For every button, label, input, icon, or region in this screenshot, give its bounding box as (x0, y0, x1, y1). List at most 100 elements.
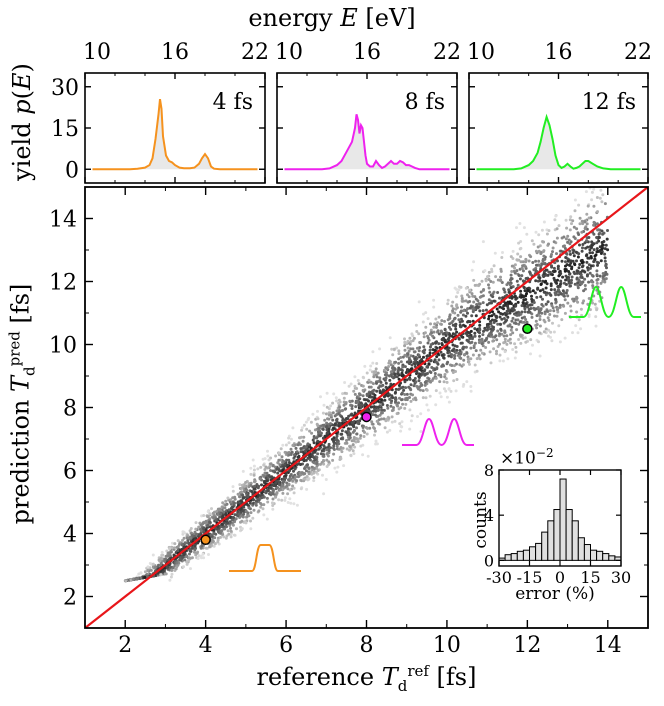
scatter-point (212, 544, 216, 548)
scatter-point (269, 462, 273, 466)
scatter-point (233, 495, 237, 499)
scatter-point (181, 538, 184, 542)
scatter-point (499, 322, 503, 326)
scatter-point (550, 339, 554, 343)
scatter-point (453, 311, 457, 315)
scatter-point (542, 254, 546, 258)
scatter-point (261, 507, 265, 511)
scatter-point (369, 364, 373, 368)
scatter-point (574, 250, 578, 254)
scatter-point (283, 464, 287, 468)
scatter-point (327, 407, 331, 411)
scatter-point (604, 243, 608, 247)
scatter-point (549, 288, 553, 292)
scatter-point (329, 422, 332, 426)
scatter-point (520, 310, 524, 314)
scatter-point (378, 391, 382, 395)
scatter-point (374, 409, 378, 413)
scatter-point (592, 248, 596, 252)
scatter-point (307, 445, 311, 449)
scatter-point (287, 441, 291, 445)
scatter-point (532, 301, 536, 304)
scatter-point (545, 309, 549, 313)
scatter-point (403, 393, 407, 396)
scatter-point (394, 387, 398, 391)
scatter-point (536, 286, 540, 290)
scatter-point (397, 401, 400, 405)
scatter-point (439, 322, 442, 326)
scatter-point (253, 484, 257, 488)
scatter-point (343, 418, 347, 422)
scatter-point (572, 225, 576, 229)
scatter-point (311, 412, 315, 416)
scatter-point (190, 556, 194, 560)
scatter-point (196, 541, 200, 545)
scatter-point (501, 251, 504, 254)
scatter-point (575, 276, 579, 280)
scatter-point (516, 300, 520, 304)
scatter-point (393, 372, 397, 376)
scatter-point (417, 374, 421, 378)
scatter-point (517, 241, 521, 245)
scatter-point (586, 268, 590, 272)
scatter-point (375, 442, 379, 446)
scatter-point (182, 536, 186, 540)
scatter-point (556, 310, 560, 314)
scatter-point (252, 487, 256, 491)
scatter-point (187, 558, 191, 562)
inset-x-axis-title: error (%) (515, 584, 595, 604)
scatter-point (371, 422, 375, 426)
scatter-point (277, 498, 281, 502)
scatter-point (522, 295, 526, 299)
scatter-point (348, 445, 352, 449)
scatter-point (513, 263, 517, 267)
scatter-point (552, 266, 556, 270)
scatter-point (603, 256, 607, 260)
scatter-point (347, 384, 351, 388)
scatter-point (561, 275, 565, 279)
scatter-point (409, 388, 413, 392)
scatter-point (550, 304, 554, 308)
scatter-point (447, 336, 451, 340)
scatter-point (510, 307, 514, 311)
scatter-point (355, 396, 359, 400)
scatter-point (603, 259, 607, 263)
scatter-point (356, 379, 360, 382)
scatter-point (418, 388, 422, 392)
scatter-point (492, 325, 495, 329)
scatter-point (236, 501, 240, 505)
scatter-point (567, 277, 571, 281)
scatter-point (508, 337, 512, 341)
scatter-point (321, 411, 325, 415)
scatter-point (483, 339, 487, 343)
scatter-point (519, 289, 523, 293)
scatter-point (159, 573, 163, 577)
scatter-point (514, 322, 518, 325)
scatter-point (587, 236, 591, 239)
scatter-point (601, 274, 605, 278)
scatter-point (452, 317, 456, 321)
scatter-point (493, 318, 497, 322)
scatter-point (526, 289, 530, 292)
scatter-point (231, 505, 235, 509)
scatter-point (414, 323, 418, 327)
scatter-point (375, 419, 379, 423)
scatter-point (310, 431, 314, 435)
scatter-point (459, 352, 463, 356)
scatter-point (590, 198, 594, 202)
scatter-point (428, 348, 432, 352)
scatter-point (351, 449, 355, 453)
scatter-point (241, 496, 245, 500)
scatter-point (319, 462, 322, 466)
scatter-point (447, 354, 451, 358)
scatter-point (276, 486, 279, 489)
scatter-point (397, 361, 401, 365)
scatter-point (513, 266, 517, 270)
scatter-point (267, 458, 271, 462)
scatter-point (563, 336, 567, 340)
scatter-point (505, 334, 509, 338)
scatter-point (549, 330, 553, 334)
scatter-point (586, 273, 589, 277)
histogram-bar (577, 537, 585, 561)
